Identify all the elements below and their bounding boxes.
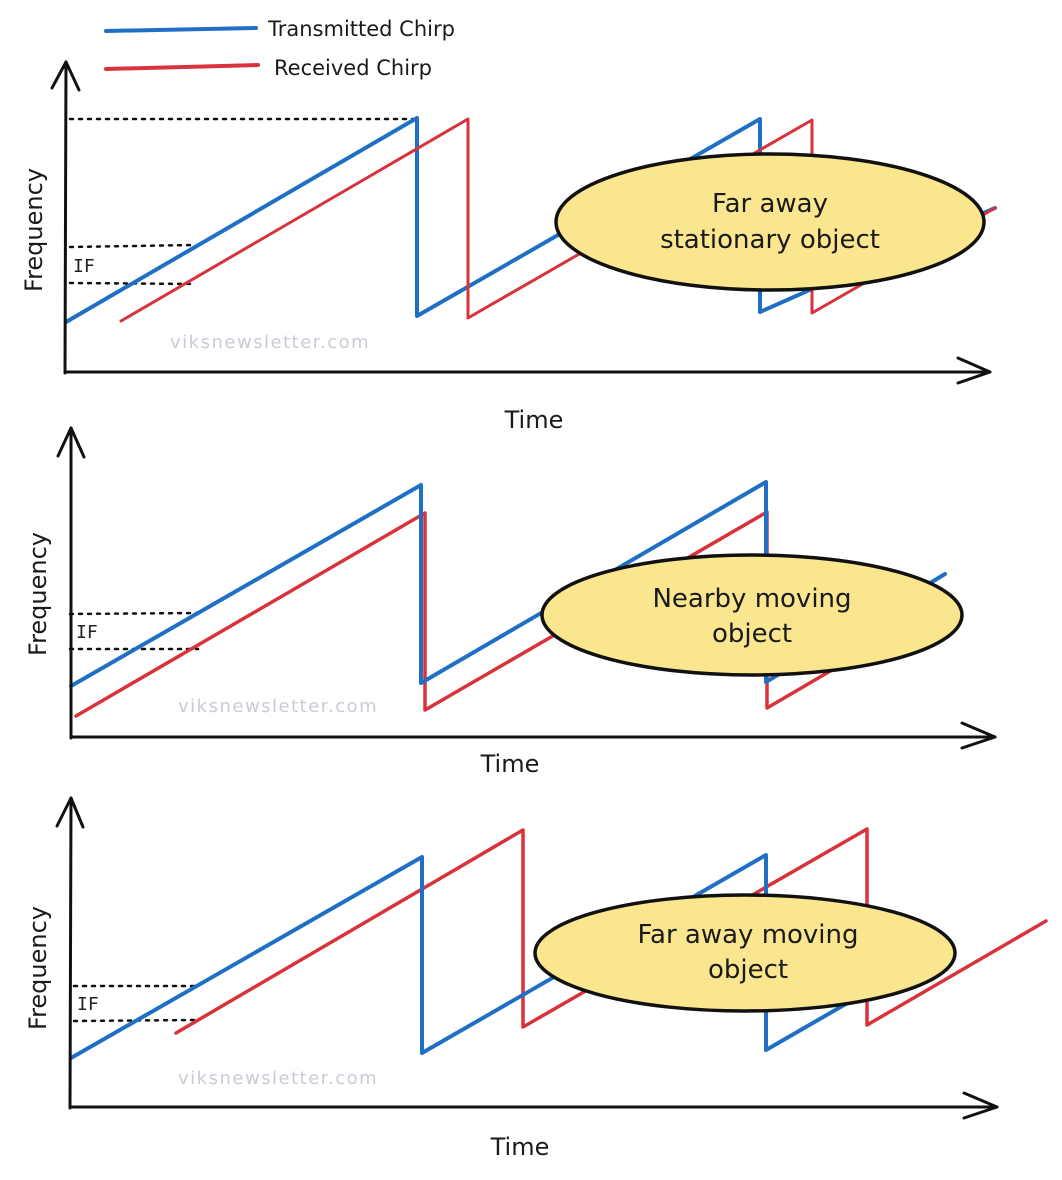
dotted-guide-if-upper bbox=[68, 611, 200, 616]
if-label: IF bbox=[76, 622, 98, 643]
annotation-bubble bbox=[554, 152, 986, 292]
bubble-text-line2: object bbox=[712, 619, 792, 649]
panel-nearby-moving: viksnewsletter.com IF Frequency Time Nea… bbox=[24, 426, 997, 778]
annotation-bubble bbox=[540, 553, 964, 677]
watermark: viksnewsletter.com bbox=[178, 696, 378, 717]
panel-far-moving: viksnewsletter.com IF Frequency Time Far… bbox=[24, 796, 1048, 1161]
axes bbox=[56, 426, 997, 750]
watermark: viksnewsletter.com bbox=[170, 332, 370, 353]
bubble-text-line1: Nearby moving bbox=[652, 584, 851, 614]
bubble-text-line2: stationary object bbox=[660, 225, 880, 255]
y-axis-label: Frequency bbox=[24, 532, 52, 656]
x-axis-label: Time bbox=[490, 1133, 550, 1161]
watermark: viksnewsletter.com bbox=[178, 1068, 378, 1089]
x-axis-label: Time bbox=[504, 406, 564, 434]
axes bbox=[50, 60, 992, 385]
legend-received-label: Received Chirp bbox=[274, 56, 432, 80]
dotted-guide-if-upper bbox=[68, 243, 197, 249]
legend: Transmitted Chirp Received Chirp bbox=[104, 17, 455, 80]
bubble-text-line2: object bbox=[708, 955, 788, 985]
y-axis-label: Frequency bbox=[20, 168, 48, 292]
if-label: IF bbox=[73, 256, 95, 277]
legend-transmitted-label: Transmitted Chirp bbox=[267, 17, 455, 41]
annotation-bubble bbox=[533, 893, 957, 1013]
bubble-text-line1: Far away moving bbox=[637, 920, 858, 950]
panel-far-stationary: viksnewsletter.com IF Frequency Time Far… bbox=[20, 60, 997, 434]
if-label: IF bbox=[77, 994, 99, 1015]
bubble-text-line1: Far away bbox=[712, 189, 828, 219]
legend-received-swatch bbox=[104, 63, 260, 71]
legend-transmitted-swatch bbox=[104, 26, 258, 33]
x-axis-label: Time bbox=[480, 750, 540, 778]
axes bbox=[55, 796, 999, 1120]
y-axis-label: Frequency bbox=[24, 906, 52, 1030]
